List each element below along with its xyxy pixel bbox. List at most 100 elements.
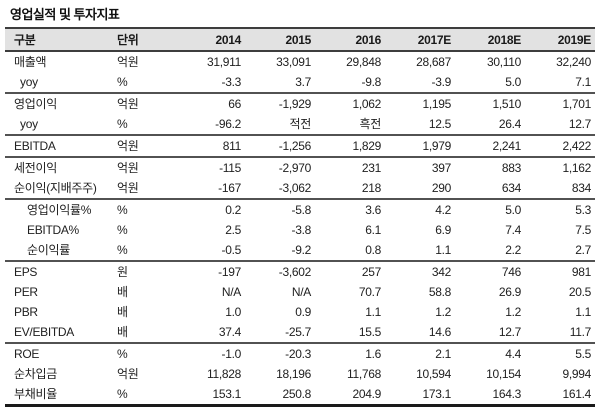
cell-value: 883: [501, 161, 521, 175]
cell-value: 1,162: [562, 161, 591, 175]
cell-value: 290: [431, 181, 451, 195]
cell-value: 2,241: [492, 139, 521, 153]
row-label: PER: [14, 285, 38, 299]
row-unit: %: [117, 243, 128, 257]
cell-value: 11,828: [206, 367, 241, 381]
cell-value: -3.3: [221, 75, 242, 89]
row-label: EPS: [14, 265, 38, 279]
cell-value: -9.2: [291, 243, 312, 257]
cell-value: 18,196: [276, 367, 311, 381]
cell-value: 58.8: [428, 285, 451, 299]
cell-value: 적전: [289, 117, 312, 131]
cell-value: 4.2: [435, 203, 451, 217]
table-row: 세전이익 억원 -115 -2,970 231 397 883 1,162: [5, 157, 595, 178]
table-row: yoy% -96.2 적전 흑전 12.5 26.4 12.7: [5, 114, 595, 135]
cell-value: 397: [431, 161, 451, 175]
cell-value: 10,154: [486, 367, 521, 381]
page-title: 영업실적 및 투자지표: [10, 7, 120, 22]
cell-value: N/A: [221, 285, 241, 299]
cell-value: -2,970: [278, 161, 312, 175]
column-header: 2018E: [487, 32, 522, 47]
cell-value: 2,422: [562, 139, 591, 153]
cell-value: 6.1: [365, 223, 381, 237]
cell-value: 9,994: [562, 367, 591, 381]
cell-value: 153.1: [212, 387, 241, 401]
table-row: 영업이익률%% 0.2 -5.8 3.6 4.2 5.0 5.3: [5, 199, 595, 220]
table-row: 매출액 억원 31,911 33,091 29,848 28,687 30,110 32,24…: [5, 51, 595, 72]
cell-value: -5.8: [291, 203, 312, 217]
cell-value: 37.4: [218, 325, 241, 339]
row-unit: 억원: [117, 139, 139, 153]
row-label: yoy: [20, 75, 38, 89]
cell-value: 231: [361, 161, 381, 175]
column-header: 2019E: [557, 32, 592, 47]
row-label: 세전이익: [14, 161, 57, 175]
cell-value: 1.1: [365, 305, 381, 319]
row-label: ROE: [14, 347, 40, 361]
cell-value: 2.5: [225, 223, 241, 237]
cell-value: 29,848: [346, 55, 381, 69]
cell-value: -3.8: [291, 223, 312, 237]
cell-value: 7.4: [505, 223, 521, 237]
row-unit: 원: [117, 265, 128, 279]
cell-value: 4.4: [505, 347, 521, 361]
cell-value: 11.7: [569, 325, 592, 339]
cell-value: 70.7: [358, 285, 381, 299]
row-label: 매출액: [14, 55, 47, 69]
column-header: 2014: [215, 32, 242, 47]
cell-value: 12.7: [568, 117, 591, 131]
table-row: 순이익(지배주주) 억원 -167 -3,062 218 290 634 834: [5, 178, 595, 199]
table-row: 순차입금 억원 11,828 18,196 11,768 10,594 10,154 9,99…: [5, 364, 595, 384]
row-unit: %: [117, 75, 128, 89]
cell-value: -3,062: [278, 181, 312, 195]
cell-value: 0.2: [225, 203, 241, 217]
cell-value: 204.9: [352, 387, 381, 401]
cell-value: -0.5: [221, 243, 242, 257]
cell-value: 257: [361, 265, 381, 279]
cell-value: 218: [361, 181, 381, 195]
column-header: 2017E: [417, 32, 452, 47]
cell-value: -1,256: [278, 139, 312, 153]
cell-value: -3,602: [278, 265, 312, 279]
cell-value: 30,110: [486, 55, 521, 69]
table-row: PBR 배 1.0 0.9 1.1 1.2 1.2 1.1: [5, 302, 595, 322]
table-row: EV/EBITDA 배 37.4 -25.7 15.5 14.6 12.7 11.7: [5, 322, 595, 343]
header-row: 구분 단위 2014 2015 2016 2017E 2018E 2019E: [5, 28, 595, 51]
cell-value: 26.9: [498, 285, 521, 299]
cell-value: 981: [571, 265, 591, 279]
cell-value: -96.2: [215, 117, 241, 131]
cell-value: 7.5: [575, 223, 591, 237]
cell-value: 1.2: [505, 305, 521, 319]
cell-value: -20.3: [285, 347, 311, 361]
cell-value: 5.0: [505, 75, 521, 89]
row-label: EBITDA%: [27, 223, 79, 237]
row-unit: 배: [117, 285, 128, 299]
row-label: 부채비율: [14, 387, 57, 401]
row-label: PBR: [14, 305, 38, 319]
row-unit: %: [117, 203, 128, 217]
financial-indicators-table: 구분 단위 2014 2015 2016 2017E 2018E 2019E 매출액 억원 31,…: [5, 27, 595, 407]
row-unit: 억원: [117, 97, 139, 111]
cell-value: -9.8: [361, 75, 382, 89]
row-unit: %: [117, 347, 128, 361]
row-unit: %: [117, 387, 128, 401]
cell-value: 811: [222, 139, 242, 153]
row-unit: 억원: [117, 181, 139, 195]
cell-value: 1,062: [352, 97, 381, 111]
table-header: 구분 단위 2014 2015 2016 2017E 2018E 2019E: [5, 28, 595, 51]
cell-value: 1,510: [492, 97, 521, 111]
cell-value: N/A: [291, 285, 311, 299]
cell-value: -25.7: [285, 325, 311, 339]
cell-value: 흑전: [359, 117, 382, 131]
table-row: EPS 원 -197 -3,602 257 342 746 981: [5, 261, 595, 282]
row-label: 순이익(지배주주): [14, 181, 97, 195]
cell-value: 28,687: [416, 55, 451, 69]
cell-value: 5.3: [575, 203, 591, 217]
cell-value: 3.7: [295, 75, 311, 89]
cell-value: 1,829: [352, 139, 381, 153]
cell-value: 3.6: [365, 203, 381, 217]
column-header: 구분: [14, 33, 36, 47]
table-row: EBITDA 억원 811 -1,256 1,829 1,979 2,241 2,422: [5, 135, 595, 157]
cell-value: -167: [218, 181, 241, 195]
table-row: ROE% -1.0 -20.3 1.6 2.1 4.4 5.5: [5, 343, 595, 364]
